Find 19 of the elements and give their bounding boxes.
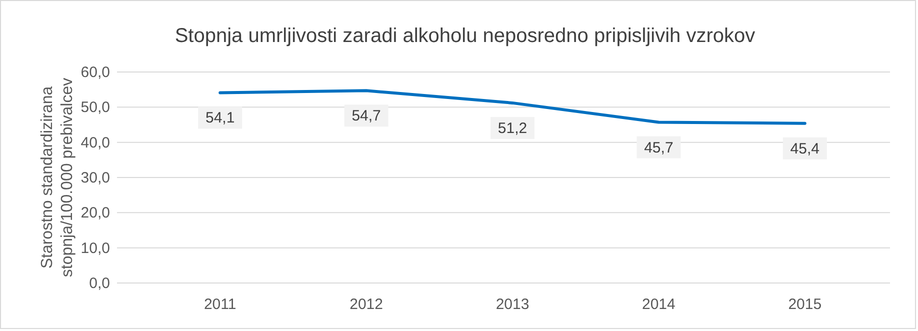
x-tick-label: 2012 (350, 296, 383, 313)
y-axis-title: Starostno standardizirana stopnja/100.000 prebivalcev (39, 78, 76, 278)
y-tick-label: 30,0 (80, 170, 110, 186)
x-tick-label: 2014 (642, 296, 676, 313)
data-label: 54,7 (352, 108, 381, 125)
x-tick-label: 2013 (496, 296, 530, 313)
data-label: 54,1 (206, 110, 235, 127)
data-label: 51,2 (498, 120, 528, 137)
data-label: 45,7 (644, 139, 674, 156)
y-tick-label: 0,0 (89, 275, 110, 292)
y-tick-label: 20,0 (80, 204, 110, 222)
y-tick-label: 50,0 (80, 99, 110, 116)
y-tick-label: 60,0 (80, 64, 110, 81)
y-tick-label: 40,0 (80, 134, 110, 152)
x-tick-label: 2015 (788, 296, 822, 313)
data-label: 45,4 (790, 140, 820, 158)
chart-title: Stopnja umrljivosti zaradi alkoholu neposredno pripisljivih vzrokov (174, 25, 756, 47)
x-tick-label: 2011 (204, 296, 236, 313)
y-tick-label: 10,0 (80, 240, 110, 257)
